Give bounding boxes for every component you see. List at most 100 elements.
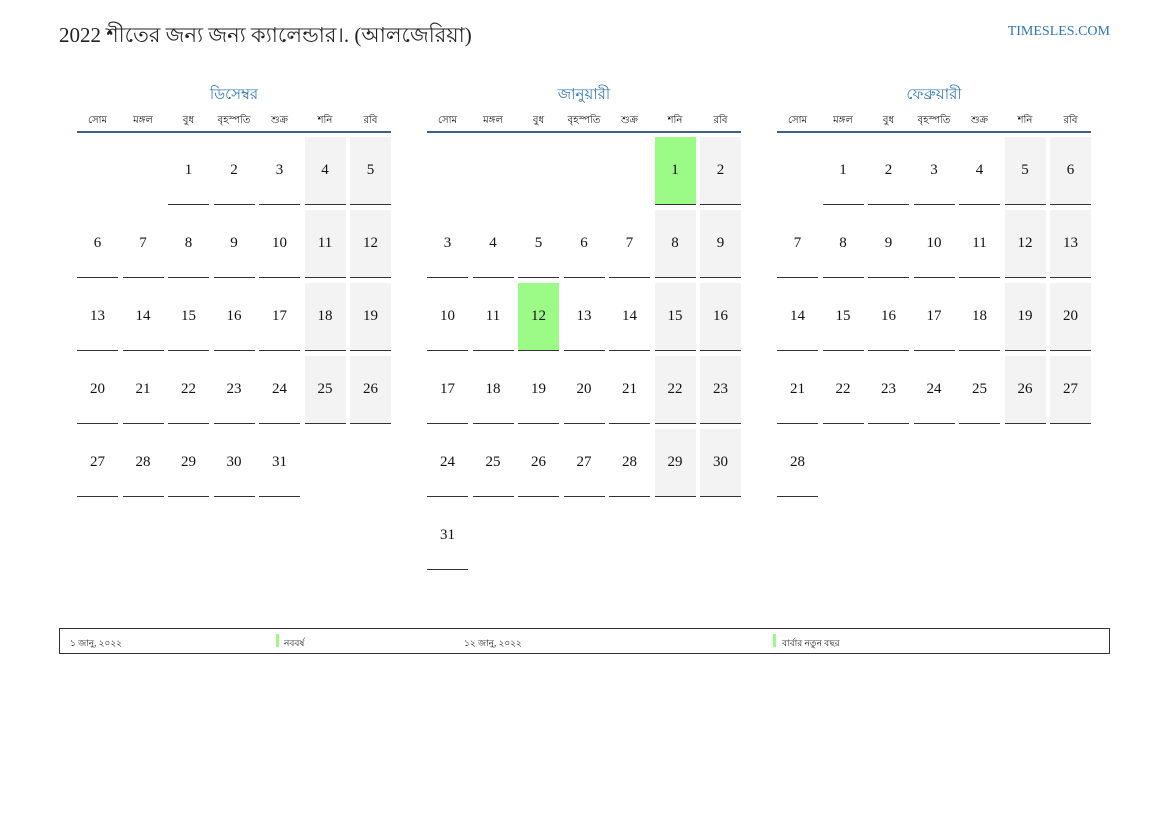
day-cell[interactable]: 10	[913, 210, 955, 278]
month-name: ডিসেম্বর	[209, 87, 259, 103]
day-cell[interactable]: 30	[213, 429, 255, 497]
day-cell[interactable]: 20	[563, 356, 605, 424]
day-cell[interactable]: 17	[259, 283, 300, 351]
day-cell[interactable]: 24	[427, 429, 468, 497]
day-cell[interactable]: 7	[777, 210, 818, 278]
day-cell[interactable]: 2	[700, 137, 741, 205]
day-cell[interactable]: 25	[959, 356, 1000, 424]
day-cell[interactable]: 2	[868, 137, 909, 205]
day-cell[interactable]: 19	[1004, 283, 1046, 351]
day-cell[interactable]: 11	[304, 210, 346, 278]
weekday-label: শনি	[667, 115, 683, 126]
day-cell[interactable]: 24	[913, 356, 955, 424]
day-cell[interactable]: 5	[350, 137, 391, 205]
day-cell[interactable]: 11	[472, 283, 514, 351]
day-cell[interactable]: 18	[959, 283, 1000, 351]
day-cell[interactable]: 10	[259, 210, 300, 278]
day-cell[interactable]: 29	[168, 429, 209, 497]
day-cell[interactable]: 31	[427, 502, 468, 570]
day-cell[interactable]: 23	[700, 356, 741, 424]
day-cell[interactable]: 8	[654, 210, 696, 278]
day-cell[interactable]: 4	[304, 137, 346, 205]
day-cell[interactable]: 13	[77, 283, 118, 351]
day-cell[interactable]: 18	[304, 283, 346, 351]
day-cell[interactable]: 9	[213, 210, 255, 278]
day-cell[interactable]: 21	[777, 356, 818, 424]
day-cell[interactable]: 13	[563, 283, 605, 351]
empty-cell	[473, 137, 514, 205]
day-cell[interactable]: 21	[609, 356, 650, 424]
holiday-day-cell[interactable]: 1	[654, 137, 696, 205]
day-cell[interactable]: 12	[1004, 210, 1046, 278]
day-cell[interactable]: 24	[259, 356, 300, 424]
day-cell[interactable]: 3	[913, 137, 955, 205]
day-cell[interactable]: 23	[868, 356, 909, 424]
day-cell[interactable]: 7	[609, 210, 650, 278]
day-cell[interactable]: 22	[654, 356, 696, 424]
day-cell[interactable]: 13	[1050, 210, 1091, 278]
day-cell[interactable]: 10	[427, 283, 468, 351]
day-cell[interactable]: 12	[350, 210, 391, 278]
month-january: জানুয়ারী সোম মঙ্গল বুধ বৃহস্পতি শুক্র শনি রবি 1…	[427, 83, 741, 570]
day-cell[interactable]: 1	[822, 137, 864, 205]
day-cell[interactable]: 3	[427, 210, 468, 278]
day-cell[interactable]: 28	[122, 429, 164, 497]
day-cell[interactable]: 25	[304, 356, 346, 424]
day-cell[interactable]: 4	[472, 210, 514, 278]
day-cell[interactable]: 27	[1050, 356, 1091, 424]
day-cell[interactable]: 29	[654, 429, 696, 497]
day-grid: 1 2 3 4 5 6 7 8 9 10 11 12 13 14 15 16 17 18 19 20 21 22 23 24 2…	[427, 137, 741, 570]
day-cell[interactable]: 14	[122, 283, 164, 351]
day-cell[interactable]: 22	[168, 356, 209, 424]
day-cell[interactable]: 9	[700, 210, 741, 278]
day-cell[interactable]: 6	[563, 210, 605, 278]
day-cell[interactable]: 22	[822, 356, 864, 424]
day-cell[interactable]: 17	[913, 283, 955, 351]
day-cell[interactable]: 9	[868, 210, 909, 278]
day-cell[interactable]: 21	[122, 356, 164, 424]
day-cell[interactable]: 7	[122, 210, 164, 278]
day-cell[interactable]: 16	[868, 283, 909, 351]
weekday-label: শনি	[1017, 115, 1033, 126]
day-cell[interactable]: 20	[77, 356, 118, 424]
day-cell[interactable]: 14	[777, 283, 818, 351]
day-cell[interactable]: 26	[350, 356, 391, 424]
day-cell[interactable]: 27	[77, 429, 118, 497]
day-cell[interactable]: 26	[1004, 356, 1046, 424]
day-cell[interactable]: 6	[77, 210, 118, 278]
day-cell[interactable]: 15	[822, 283, 864, 351]
day-cell[interactable]: 4	[959, 137, 1000, 205]
holiday-name: নববর্ষ	[284, 638, 305, 648]
day-cell[interactable]: 25	[472, 429, 514, 497]
day-cell[interactable]: 16	[213, 283, 255, 351]
day-cell[interactable]: 17	[427, 356, 468, 424]
day-cell[interactable]: 16	[700, 283, 741, 351]
day-cell[interactable]: 3	[259, 137, 300, 205]
holiday-day-cell[interactable]: 12	[518, 283, 559, 351]
day-cell[interactable]: 27	[563, 429, 605, 497]
day-cell[interactable]: 15	[168, 283, 209, 351]
day-cell[interactable]: 15	[654, 283, 696, 351]
day-cell[interactable]: 18	[472, 356, 514, 424]
day-cell[interactable]: 2	[213, 137, 255, 205]
day-cell[interactable]: 8	[168, 210, 209, 278]
day-cell[interactable]: 20	[1050, 283, 1091, 351]
day-cell[interactable]: 30	[700, 429, 741, 497]
day-cell[interactable]: 31	[259, 429, 300, 497]
day-cell[interactable]: 11	[959, 210, 1000, 278]
day-cell[interactable]: 28	[609, 429, 650, 497]
site-link[interactable]: TIMESLES.COM	[1007, 24, 1110, 39]
day-cell[interactable]: 5	[518, 210, 559, 278]
day-cell[interactable]: 19	[350, 283, 391, 351]
day-cell[interactable]: 5	[1004, 137, 1046, 205]
day-cell[interactable]: 8	[822, 210, 864, 278]
weekday-header: সোম মঙ্গল বুধ বৃহস্পতি শুক্র শনি রবি	[77, 105, 391, 133]
day-cell[interactable]: 19	[518, 356, 559, 424]
day-cell[interactable]: 6	[1050, 137, 1091, 205]
day-cell[interactable]: 14	[609, 283, 650, 351]
day-cell[interactable]: 1	[168, 137, 209, 205]
month-december: ডিসেম্বর সোম মঙ্গল বুধ বৃহস্পতি শুক্র শনি রবি 1 2…	[77, 83, 391, 497]
day-cell[interactable]: 26	[518, 429, 559, 497]
day-cell[interactable]: 23	[213, 356, 255, 424]
day-cell[interactable]: 28	[777, 429, 818, 497]
